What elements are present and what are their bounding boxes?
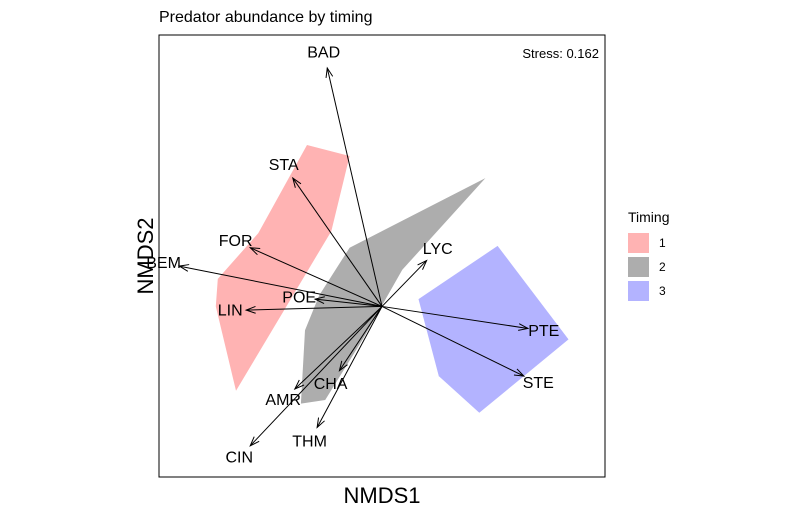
- vector-poe: [315, 298, 383, 307]
- arrowhead-lin: [244, 305, 256, 314]
- vector-label-thm: THM: [292, 434, 327, 451]
- arrowhead-for: [248, 247, 261, 256]
- legend-title: Timing: [628, 209, 670, 225]
- legend-swatch-3: [628, 281, 649, 301]
- vector-label-cha: CHA: [314, 376, 348, 393]
- arrowhead-bem: [177, 264, 190, 272]
- vector-thm: [316, 306, 383, 428]
- vector-label-sta: STA: [269, 157, 299, 174]
- vector-label-poe: POE: [282, 289, 316, 306]
- chart-title: Predator abundance by timing: [159, 9, 372, 26]
- vector-label-amr: AMR: [265, 392, 301, 409]
- arrowhead-thm: [316, 417, 325, 429]
- vector-pte: [381, 305, 529, 329]
- vector-label-cin: CIN: [225, 449, 253, 466]
- hull-layer: [215, 145, 569, 413]
- arrowhead-cha: [338, 360, 348, 372]
- vector-ste: [381, 305, 525, 377]
- hull-group-1: [215, 145, 350, 391]
- plot-panel-border: [158, 34, 606, 478]
- arrowhead-bad: [325, 66, 334, 78]
- legend-label-1: 1: [659, 236, 666, 250]
- vector-label-lin: LIN: [218, 303, 243, 320]
- hull-group-3: [418, 245, 569, 413]
- vector-layer: BAD STA FOR BEM POE LIN LYC PTE STE AMR CHA CIN THM: [146, 44, 559, 466]
- vector-cin: [249, 306, 383, 447]
- vector-lin: [246, 305, 383, 311]
- arrowhead-cin: [249, 436, 260, 447]
- vector-bad: [326, 67, 383, 307]
- arrowhead-pte: [518, 323, 530, 331]
- vector-bem: [179, 265, 383, 307]
- legend-swatch-1: [628, 233, 649, 253]
- legend-label-3: 3: [659, 284, 666, 298]
- vector-amr: [294, 306, 383, 390]
- vector-label-bad: BAD: [307, 44, 340, 61]
- legend-label-2: 2: [659, 260, 666, 274]
- hull-group-2: [300, 178, 486, 404]
- legend: Timing 1 2 3: [628, 209, 670, 301]
- vector-label-ste: STE: [523, 375, 554, 392]
- vector-label-bem: BEM: [146, 255, 181, 272]
- y-axis-label: NMDS2: [133, 217, 158, 294]
- arrowhead-lyc: [417, 259, 428, 270]
- arrowhead-amr: [293, 379, 305, 390]
- vector-label-lyc: LYC: [423, 241, 453, 258]
- x-axis-label: NMDS1: [343, 483, 420, 508]
- vector-sta: [292, 177, 383, 307]
- vector-label-pte: PTE: [528, 323, 559, 340]
- legend-swatch-2: [628, 257, 649, 277]
- vector-lyc: [381, 260, 427, 307]
- arrowhead-sta: [291, 176, 302, 188]
- arrowhead-ste: [513, 368, 526, 377]
- arrowhead-poe: [313, 296, 325, 304]
- vector-for: [250, 247, 383, 307]
- vector-cha: [339, 306, 383, 371]
- vector-label-for: FOR: [219, 233, 253, 250]
- stress-annotation: Stress: 0.162: [522, 46, 599, 61]
